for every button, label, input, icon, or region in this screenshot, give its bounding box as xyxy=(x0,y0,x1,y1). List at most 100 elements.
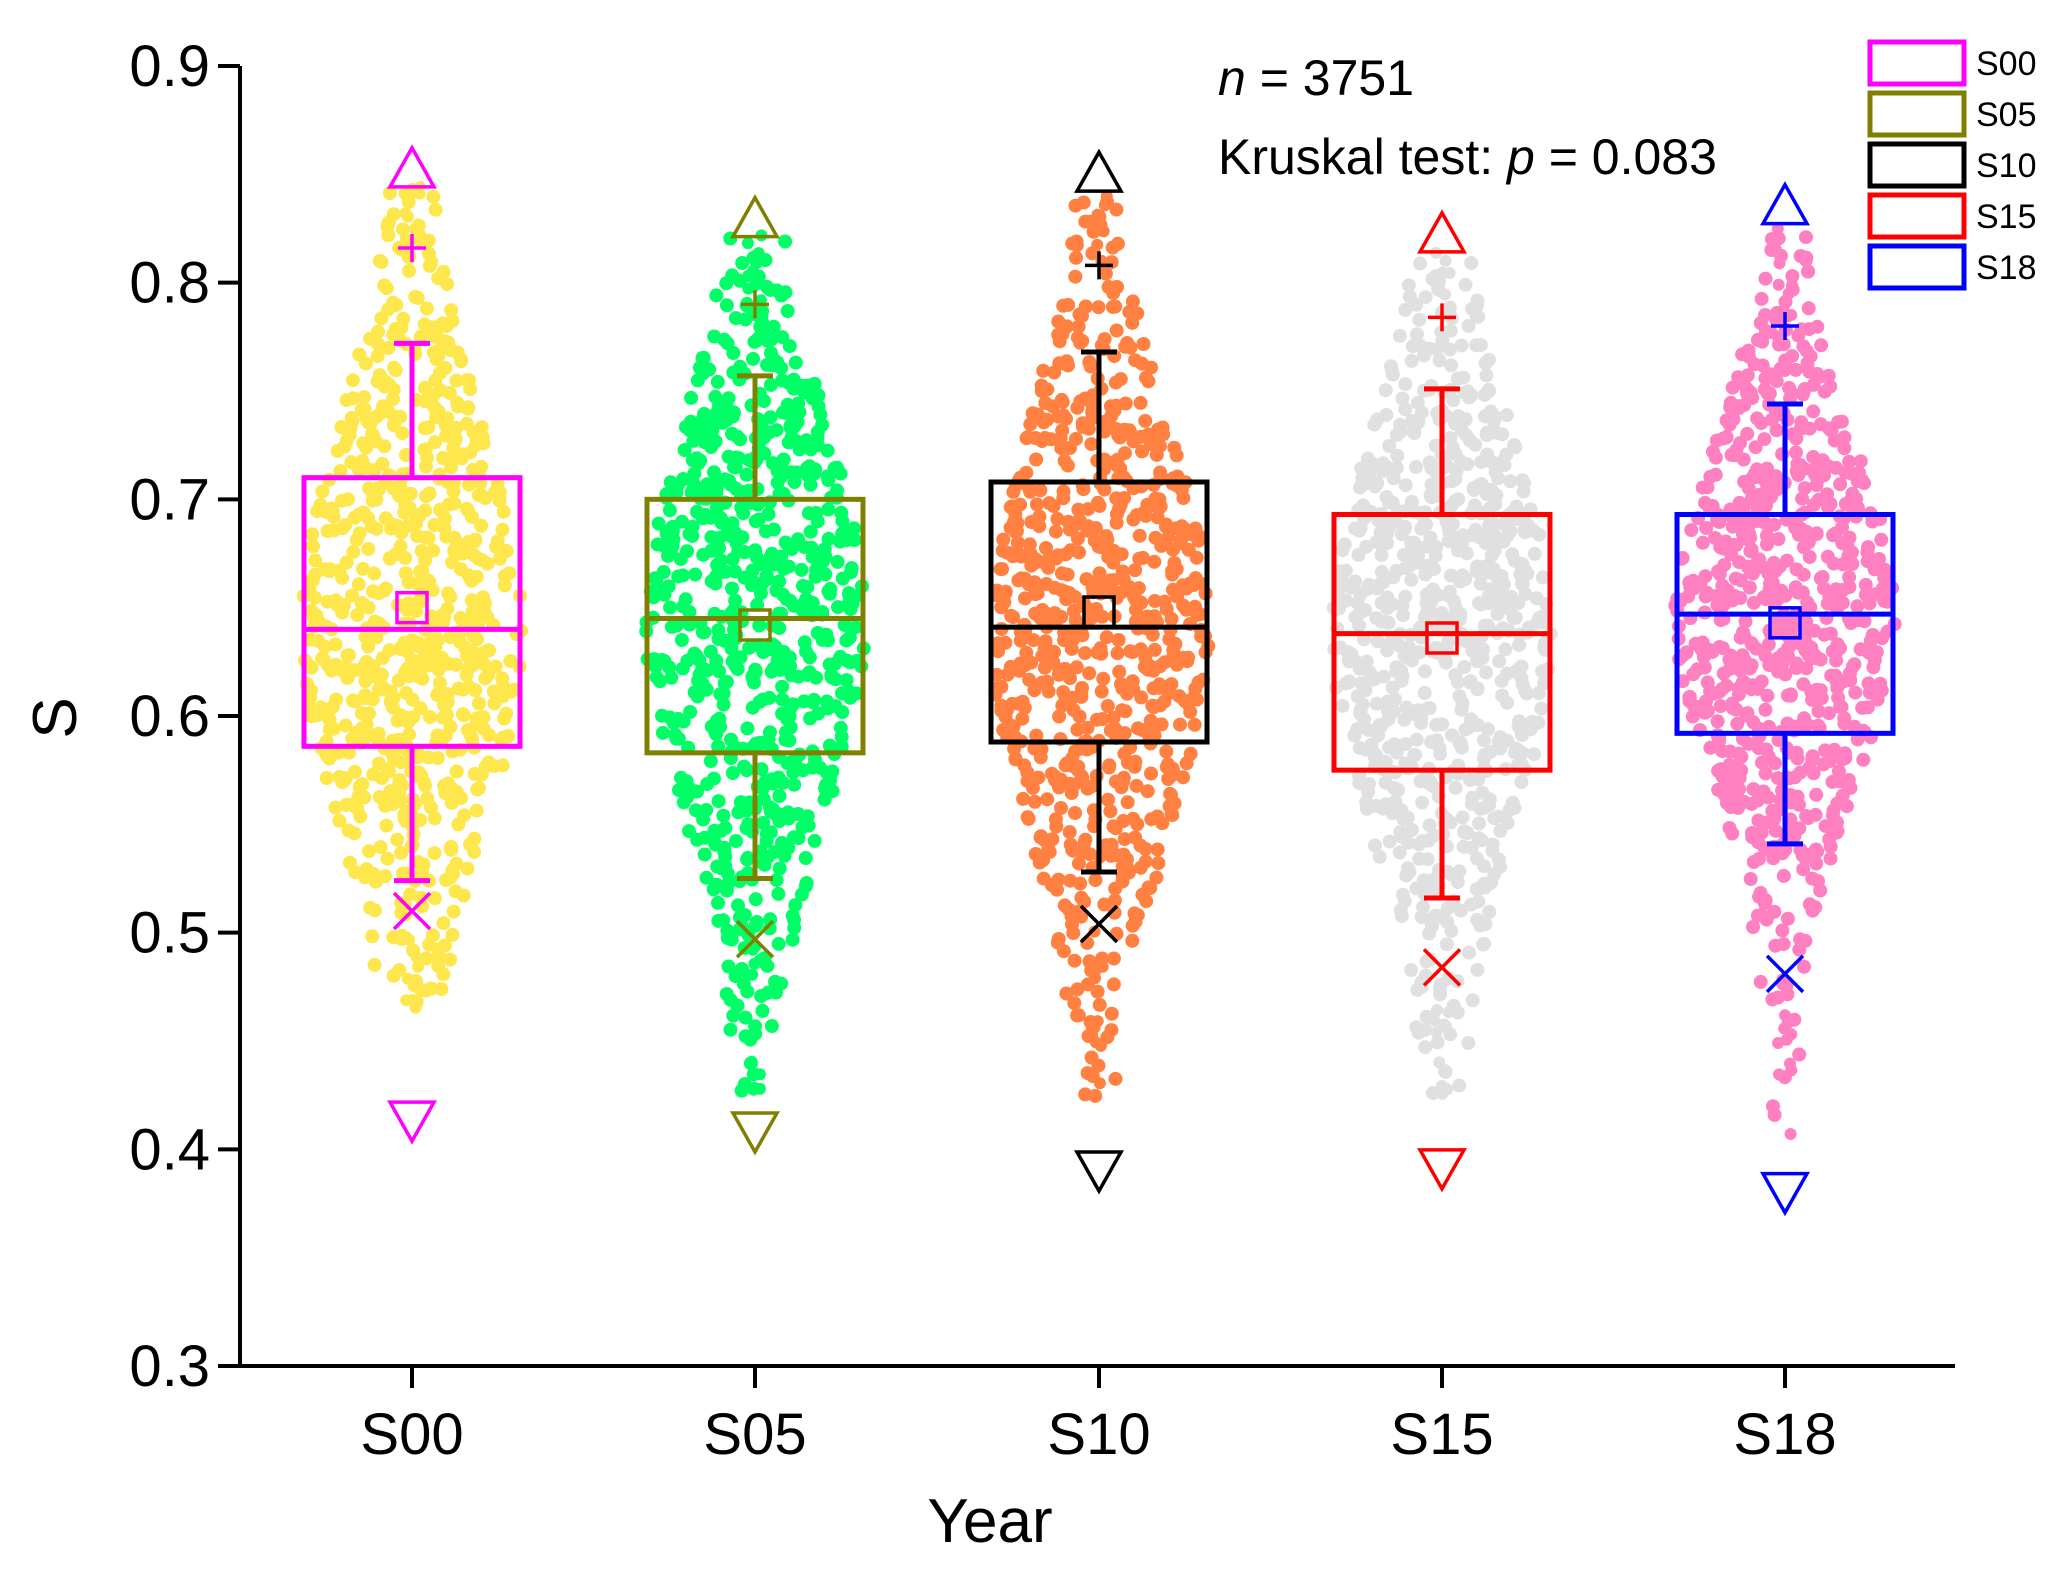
data-point xyxy=(1429,269,1442,281)
data-point xyxy=(1409,881,1424,896)
data-point xyxy=(741,237,754,250)
data-point xyxy=(756,816,771,830)
data-point xyxy=(462,477,476,492)
min-marker xyxy=(730,1111,780,1156)
data-point xyxy=(1013,656,1028,671)
data-point xyxy=(1353,605,1368,620)
data-point xyxy=(1123,340,1138,355)
data-point xyxy=(1405,339,1420,354)
data-point xyxy=(357,402,372,417)
data-point xyxy=(1503,474,1518,489)
data-point xyxy=(1818,743,1833,758)
data-point xyxy=(342,745,357,760)
data-point xyxy=(414,890,428,905)
box-s00 xyxy=(301,144,523,1145)
data-point xyxy=(1150,842,1165,857)
data-point xyxy=(1813,417,1828,432)
data-point xyxy=(771,936,786,951)
data-point xyxy=(1811,704,1826,719)
data-point xyxy=(1769,482,1784,497)
data-point xyxy=(308,553,323,568)
data-point xyxy=(355,777,370,792)
data-point xyxy=(1106,951,1121,966)
data-point xyxy=(1733,500,1748,514)
data-point xyxy=(800,809,815,824)
data-point xyxy=(740,852,755,867)
data-point xyxy=(1461,319,1476,333)
data-point xyxy=(1102,760,1116,775)
data-point xyxy=(1008,507,1023,521)
data-point xyxy=(394,896,409,911)
y-tick-label: 0.9 xyxy=(129,34,210,99)
data-point xyxy=(1120,795,1135,810)
data-point xyxy=(1776,337,1791,352)
data-point xyxy=(1857,614,1872,629)
data-point xyxy=(803,711,818,726)
box-iqr xyxy=(988,479,1210,745)
data-point xyxy=(1063,873,1078,888)
data-point xyxy=(1442,1006,1455,1019)
data-point xyxy=(763,377,778,392)
data-point xyxy=(1071,502,1086,517)
data-point xyxy=(783,658,798,673)
data-point xyxy=(1515,746,1530,760)
data-point xyxy=(1138,841,1153,856)
data-point xyxy=(736,506,751,521)
data-point xyxy=(1760,386,1775,401)
n-symbol: n xyxy=(1218,50,1246,106)
data-point xyxy=(410,976,423,989)
data-point xyxy=(392,963,407,977)
data-point xyxy=(437,778,452,793)
data-point xyxy=(427,811,442,826)
data-point xyxy=(797,635,812,650)
data-point xyxy=(496,544,511,559)
data-point xyxy=(1456,839,1471,854)
data-point xyxy=(331,745,346,760)
data-point xyxy=(474,420,489,435)
data-point xyxy=(1476,642,1490,657)
data-point xyxy=(1057,898,1072,913)
data-point xyxy=(1774,308,1786,321)
data-point xyxy=(1453,574,1467,589)
data-point xyxy=(1789,431,1804,446)
data-point xyxy=(379,818,394,833)
data-point xyxy=(712,530,727,545)
data-point xyxy=(1703,740,1718,755)
data-point xyxy=(1411,555,1426,570)
data-point xyxy=(397,811,412,826)
data-point xyxy=(410,951,423,964)
data-point xyxy=(788,755,803,770)
data-point xyxy=(1438,653,1453,668)
data-point xyxy=(1089,602,1104,616)
data-point xyxy=(1023,417,1038,432)
data-point xyxy=(1106,280,1121,295)
data-point xyxy=(1809,526,1824,541)
data-point xyxy=(1473,338,1488,353)
data-point xyxy=(748,736,763,751)
data-point xyxy=(1078,646,1092,661)
data-point xyxy=(1071,319,1086,334)
data-point xyxy=(1787,514,1802,529)
data-point xyxy=(410,529,425,543)
data-point xyxy=(1806,404,1821,419)
data-point xyxy=(449,535,464,550)
data-point xyxy=(1378,383,1393,398)
p1-marker xyxy=(735,919,775,959)
data-point xyxy=(723,1022,738,1037)
data-point xyxy=(392,773,407,788)
data-point xyxy=(695,425,710,440)
data-point xyxy=(1078,299,1093,314)
data-point xyxy=(437,610,451,625)
data-point xyxy=(794,562,809,577)
data-point xyxy=(1764,232,1779,246)
data-point xyxy=(413,329,428,344)
data-point xyxy=(1797,461,1812,476)
data-point xyxy=(1842,454,1857,469)
data-point xyxy=(1073,394,1088,409)
data-point xyxy=(747,334,762,349)
data-point xyxy=(1743,564,1758,579)
data-point xyxy=(788,898,803,913)
data-point xyxy=(492,489,507,504)
data-point xyxy=(1874,532,1889,547)
data-point xyxy=(1499,408,1514,423)
